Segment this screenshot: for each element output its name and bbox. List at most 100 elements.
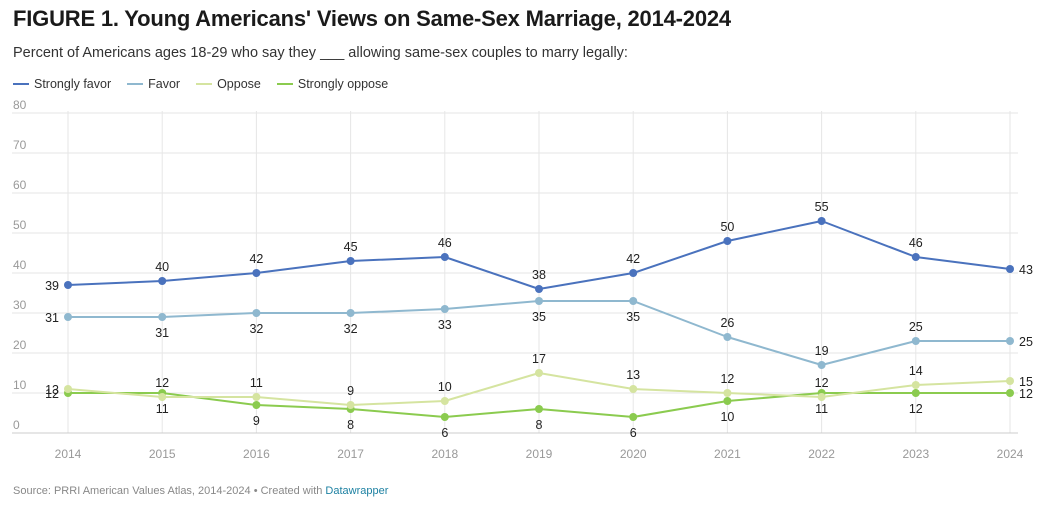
data-label: 14 bbox=[909, 364, 923, 378]
legend-swatch bbox=[276, 83, 293, 85]
data-label: 38 bbox=[532, 268, 546, 282]
data-point bbox=[1006, 389, 1014, 397]
data-label: 13 bbox=[626, 368, 640, 382]
data-label: 6 bbox=[441, 426, 448, 440]
data-point bbox=[252, 269, 261, 277]
data-label: 11 bbox=[815, 402, 828, 416]
data-label: 31 bbox=[45, 311, 59, 325]
x-tick-label: 2024 bbox=[997, 447, 1024, 461]
source-text: Source: PRRI American Values Atlas, 2014… bbox=[13, 485, 326, 497]
data-label: 12 bbox=[45, 387, 59, 401]
data-label: 46 bbox=[438, 236, 452, 250]
data-label: 32 bbox=[249, 322, 263, 336]
data-point bbox=[346, 257, 355, 265]
data-label: 10 bbox=[720, 410, 734, 424]
y-tick-label: 60 bbox=[13, 178, 27, 192]
chart-subtitle: Percent of Americans ages 18-29 who say … bbox=[13, 45, 628, 61]
data-point bbox=[252, 309, 261, 317]
data-label: 11 bbox=[250, 376, 263, 390]
data-label: 55 bbox=[815, 200, 829, 214]
x-tick-label: 2022 bbox=[808, 447, 835, 461]
data-point bbox=[817, 217, 826, 225]
data-label: 50 bbox=[720, 220, 734, 234]
datawrapper-link[interactable]: Datawrapper bbox=[325, 485, 389, 497]
y-tick-label: 0 bbox=[13, 418, 20, 432]
data-label: 39 bbox=[45, 279, 59, 293]
data-point bbox=[158, 313, 167, 321]
data-label: 35 bbox=[626, 310, 640, 324]
data-label: 11 bbox=[156, 402, 169, 416]
data-label: 12 bbox=[909, 402, 923, 416]
data-point bbox=[723, 237, 732, 245]
y-tick-label: 30 bbox=[13, 298, 27, 312]
data-label: 46 bbox=[909, 236, 923, 250]
data-label: 12 bbox=[720, 372, 734, 386]
data-label: 12 bbox=[815, 376, 829, 390]
x-tick-label: 2014 bbox=[55, 447, 82, 461]
data-label: 12 bbox=[155, 376, 169, 390]
data-label: 31 bbox=[155, 326, 169, 340]
data-label: 9 bbox=[253, 414, 260, 428]
data-point bbox=[158, 277, 167, 285]
data-point bbox=[723, 333, 732, 341]
y-tick-label: 40 bbox=[13, 258, 27, 272]
data-point bbox=[911, 253, 920, 261]
data-label: 42 bbox=[626, 252, 640, 266]
data-label: 8 bbox=[536, 418, 543, 432]
x-tick-label: 2018 bbox=[431, 447, 458, 461]
data-point bbox=[440, 397, 449, 405]
data-point bbox=[911, 337, 920, 345]
data-label: 17 bbox=[532, 352, 546, 366]
data-point bbox=[440, 253, 449, 261]
data-point bbox=[911, 389, 920, 397]
data-point bbox=[64, 385, 72, 393]
data-point bbox=[1006, 265, 1014, 273]
data-label: 43 bbox=[1019, 263, 1033, 277]
data-point bbox=[629, 413, 638, 421]
data-point bbox=[629, 297, 638, 305]
data-label: 25 bbox=[909, 320, 923, 334]
legend-label: Strongly oppose bbox=[297, 77, 389, 91]
data-label: 32 bbox=[344, 322, 358, 336]
data-point bbox=[440, 413, 449, 421]
legend-label: Strongly favor bbox=[34, 77, 112, 91]
x-tick-label: 2015 bbox=[149, 447, 176, 461]
data-label: 42 bbox=[249, 252, 263, 266]
data-label: 25 bbox=[1019, 335, 1033, 349]
data-point bbox=[723, 397, 732, 405]
data-label: 12 bbox=[1019, 387, 1033, 401]
legend-swatch bbox=[127, 83, 144, 85]
line-chart: 0 10 20 30 40 50 60 70 80 2014 2015 2016 2017 2018 201… bbox=[12, 100, 1033, 461]
data-point bbox=[535, 405, 543, 413]
legend-item: Strongly oppose bbox=[276, 77, 389, 91]
y-tick-label: 10 bbox=[13, 378, 27, 392]
data-label: 40 bbox=[155, 260, 169, 274]
data-point bbox=[1006, 377, 1014, 385]
data-point bbox=[158, 393, 167, 401]
legend-item: Strongly favor bbox=[13, 77, 111, 91]
data-point bbox=[535, 285, 543, 293]
data-point bbox=[64, 281, 72, 289]
y-tick-label: 70 bbox=[13, 138, 27, 152]
data-point bbox=[535, 297, 543, 305]
data-point bbox=[629, 269, 638, 277]
x-tick-label: 2021 bbox=[714, 447, 741, 461]
legend-swatch bbox=[196, 83, 213, 85]
x-tick-label: 2020 bbox=[620, 447, 647, 461]
data-label: 26 bbox=[720, 316, 734, 330]
legend-label: Oppose bbox=[217, 77, 261, 91]
y-tick-label: 20 bbox=[13, 338, 27, 352]
data-label: 35 bbox=[532, 310, 546, 324]
data-label: 33 bbox=[438, 318, 452, 332]
data-point bbox=[629, 385, 638, 393]
legend-item: Oppose bbox=[196, 77, 261, 91]
data-point bbox=[1006, 337, 1014, 345]
data-label: 15 bbox=[1019, 375, 1033, 389]
data-point bbox=[252, 393, 261, 401]
x-tick-label: 2019 bbox=[526, 447, 553, 461]
legend-label: Favor bbox=[148, 77, 181, 91]
data-label: 13 bbox=[45, 383, 59, 397]
data-label: 19 bbox=[815, 344, 829, 358]
data-point bbox=[346, 309, 355, 317]
legend-swatch bbox=[13, 83, 29, 85]
